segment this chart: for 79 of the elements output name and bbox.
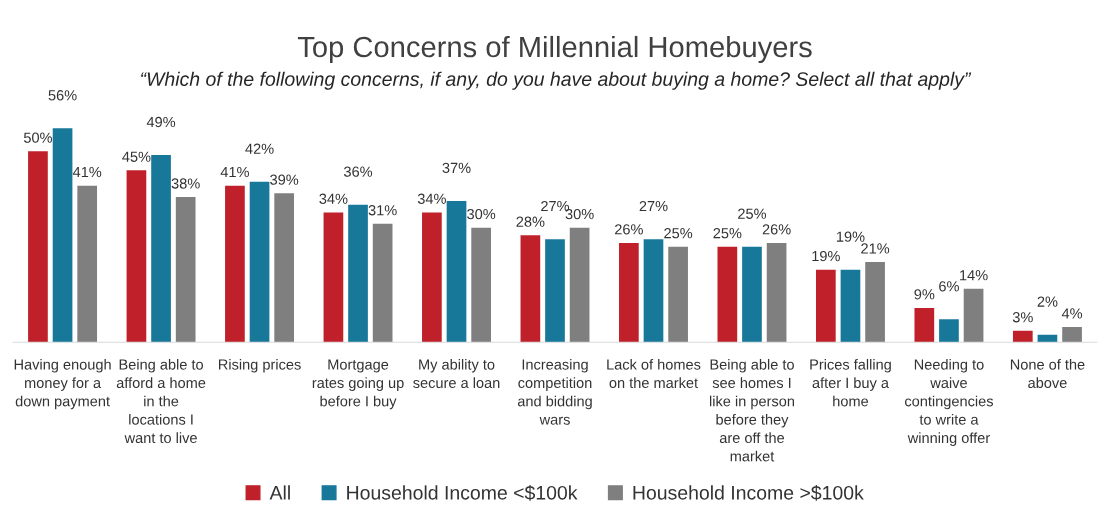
legend-label: Household Income >$100k [633,485,864,501]
bar [815,269,836,343]
bar [865,262,885,343]
data-label: 34% [417,193,446,204]
bar [151,155,171,343]
data-label: 50% [23,132,53,143]
data-label: 14% [960,270,988,281]
x-tick-label: Being able to see homes I like in person before they are off the market [710,358,794,462]
data-label: 34% [319,193,348,204]
data-label: 19% [812,250,840,262]
bar [225,185,245,343]
bar [471,227,491,343]
data-label: 19% [836,231,865,242]
bar [1062,327,1082,343]
data-label: 6% [939,281,959,292]
bar [52,128,73,343]
data-label: 4% [1061,308,1083,319]
data-label: 2% [1037,296,1058,307]
data-label: 25% [738,208,767,219]
x-tick-label: Lack of homes on the market [607,358,701,389]
bar [446,200,467,343]
bar [840,269,861,343]
bar [126,170,147,343]
bar [717,246,738,343]
data-label: 42% [245,143,274,154]
legend-label: All [269,485,290,500]
bar [28,151,48,343]
bar [372,223,393,343]
bar [569,227,590,343]
x-tick-label: Rising prices [219,358,301,373]
bar [619,242,639,343]
x-tick-label: My ability to secure a loan [413,358,500,389]
data-label: 36% [343,166,373,177]
bar [1012,330,1033,343]
bar [520,235,541,343]
chart-subtitle: “Which of the following concerns, if any, do you have about buying a home? Select all that apply” [141,71,972,90]
data-label: 25% [664,228,693,239]
x-tick-label: Needing to waive contingencies to write a winning offer [904,358,994,446]
data-label: 21% [861,243,890,254]
data-label: 49% [146,116,176,128]
x-tick-label: None of the above [1010,358,1085,389]
data-label: 41% [220,166,249,178]
data-label: 45% [122,151,151,162]
bar [348,204,368,343]
data-label: 56% [48,90,77,101]
data-label: 38% [171,178,200,189]
bar [274,193,295,343]
data-label: 28% [516,216,545,227]
x-tick-label: Being able to afford a home in the locations I want to live [116,358,206,444]
data-label: 26% [762,224,791,235]
bar [323,212,344,343]
data-label: 37% [442,162,471,174]
data-label: 9% [914,289,935,300]
bar [545,239,565,343]
x-tick-label: Having enough money for a down payment [14,358,111,410]
bar [422,212,442,343]
bar [249,181,270,343]
data-label: 41% [72,166,102,178]
legend-label: Household Income <$100k [347,485,578,501]
bar [766,242,787,343]
data-label: 26% [615,224,643,235]
bar [77,185,98,343]
data-label: 39% [270,174,299,185]
bar [963,288,984,343]
bar [914,307,935,343]
x-tick-label: Prices falling after I buy a home [810,358,891,407]
chart-title: Top Concerns of Millennial Homebuyers [297,35,812,64]
bar [939,319,959,343]
data-label: 25% [713,228,742,239]
bar [643,239,664,343]
data-label: 30% [467,208,496,220]
data-label: 3% [1012,312,1033,323]
x-tick-label: Mortgage rates going up before I buy [312,359,404,410]
bar [175,197,196,343]
bar [742,246,762,343]
bar [668,246,688,343]
x-tick-label: Increasing competition and bidding wars [517,358,592,425]
data-label: 31% [368,205,397,216]
data-label: 27% [639,200,668,212]
